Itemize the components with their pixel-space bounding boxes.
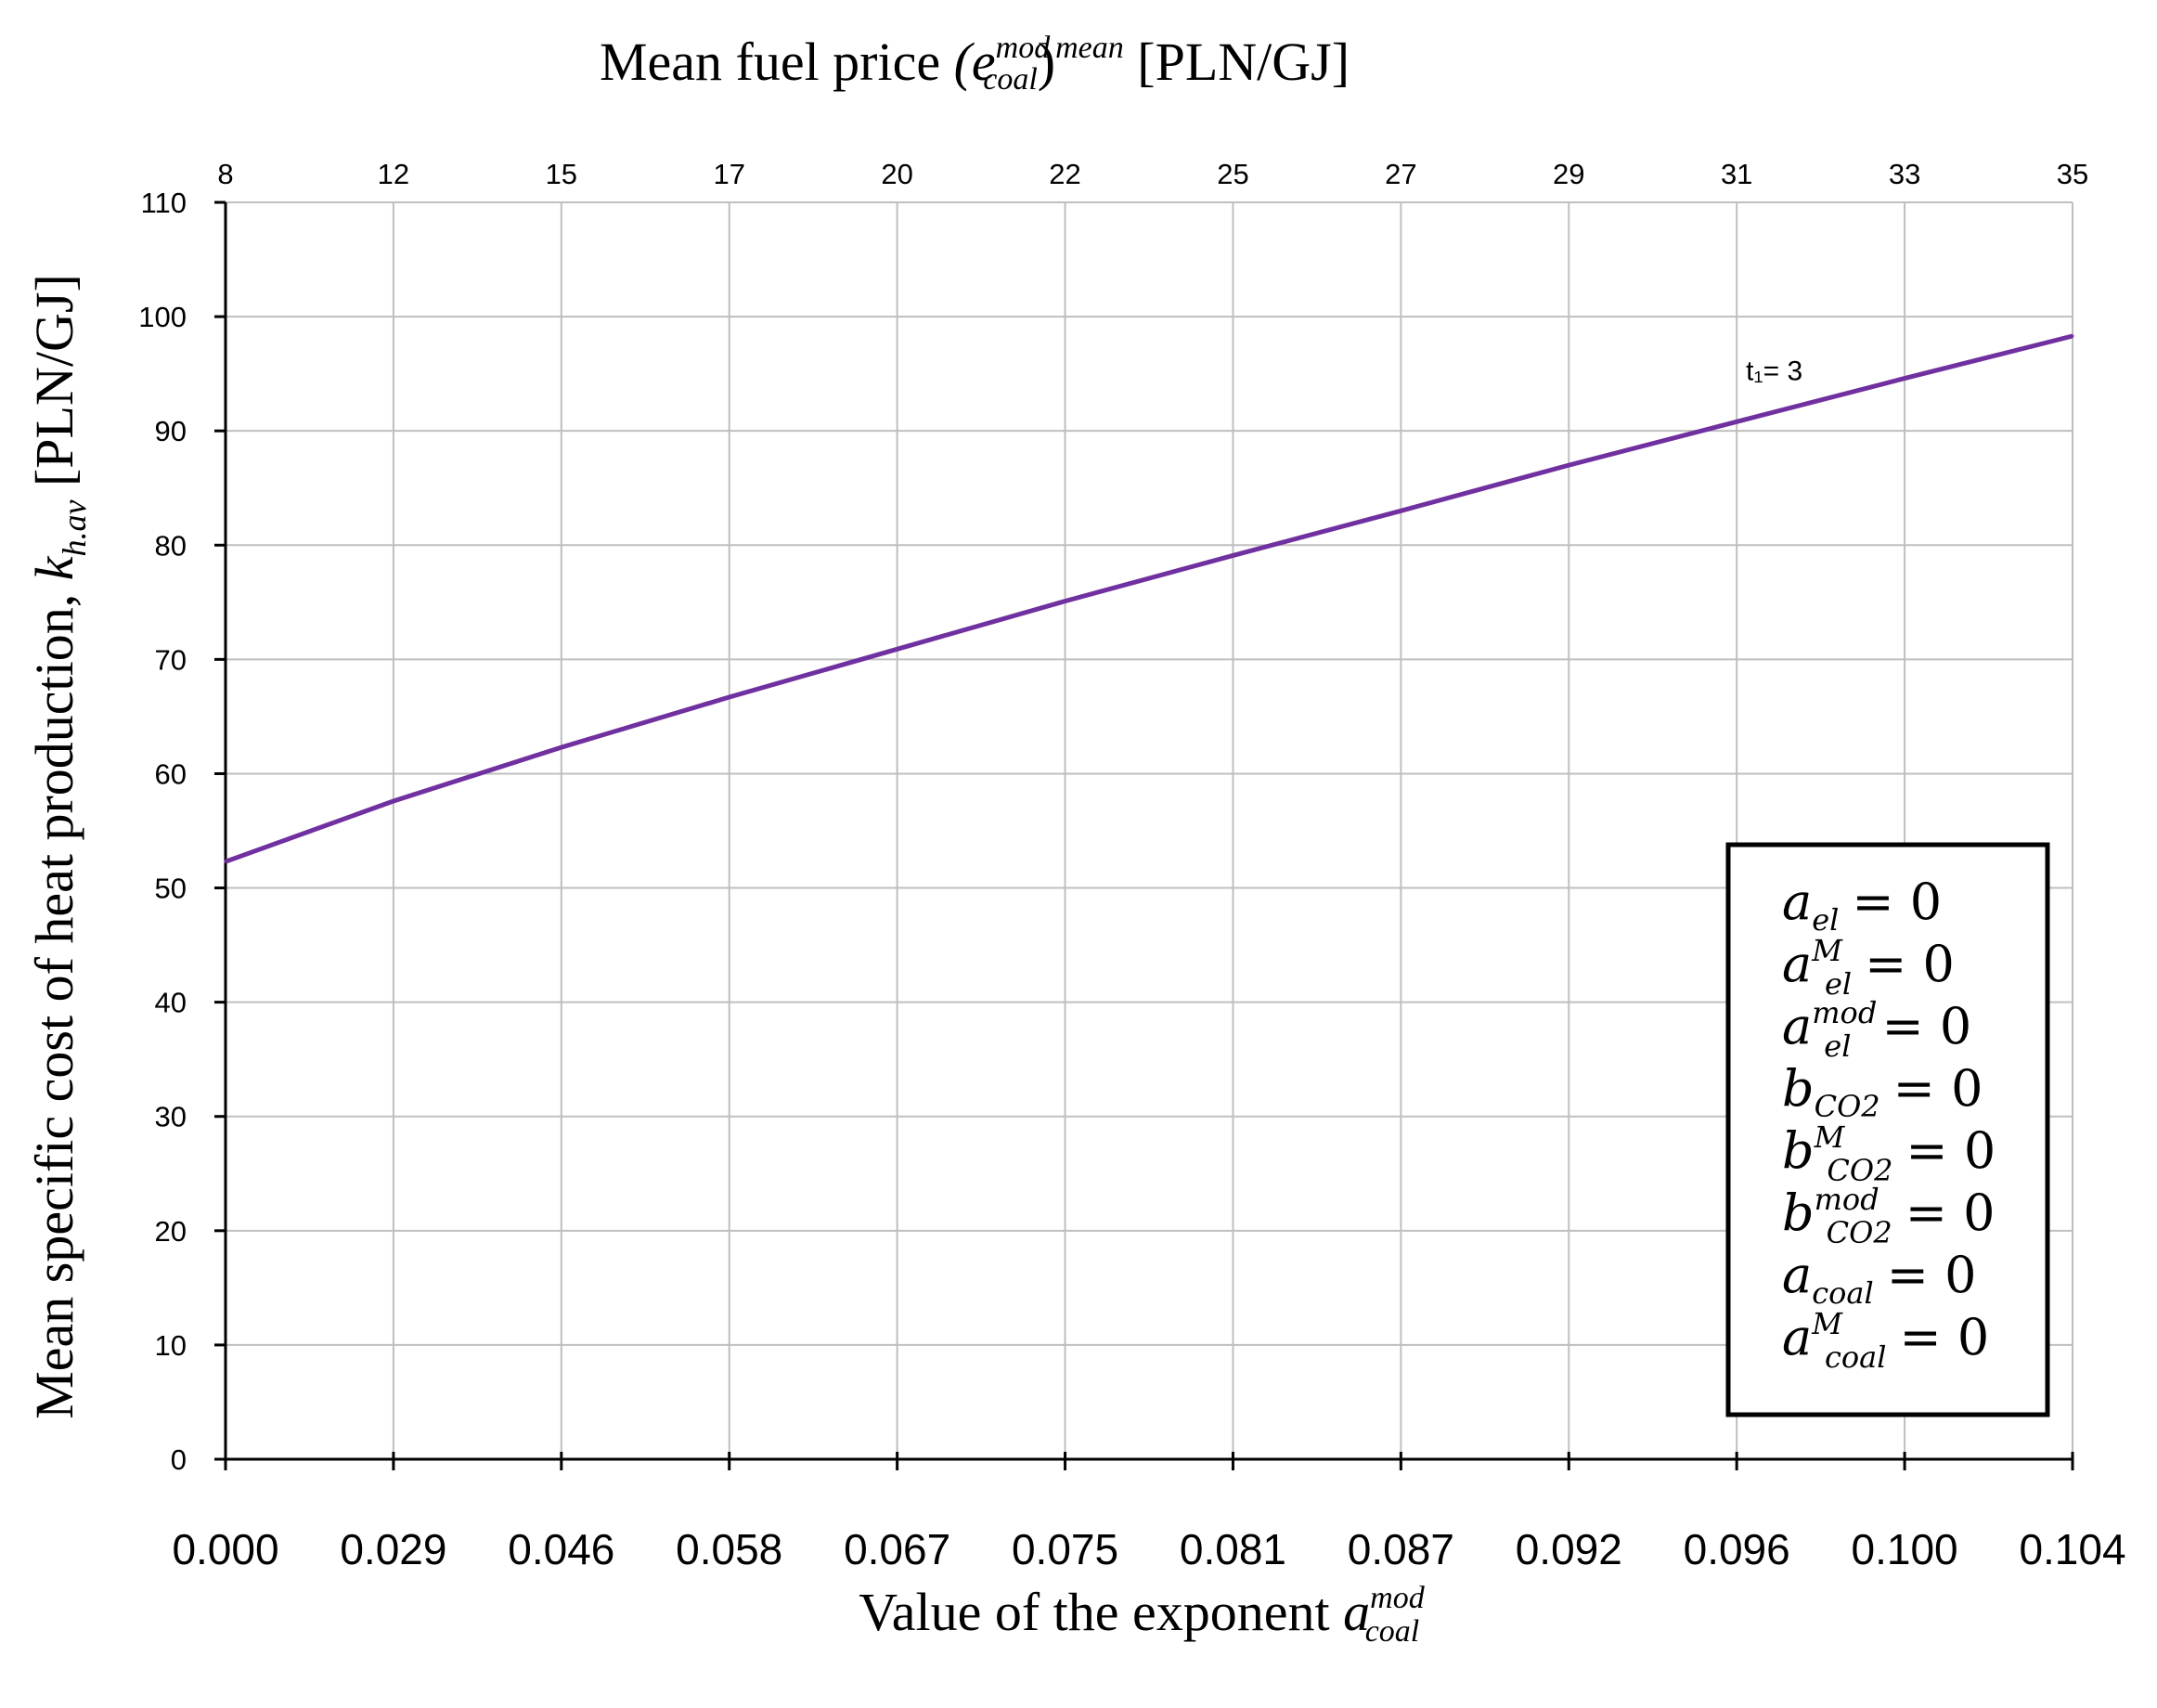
- top-tick-label: 29: [1553, 158, 1584, 190]
- top-tick-label: 22: [1049, 158, 1080, 190]
- x-tick-label: 0.096: [1684, 1525, 1790, 1573]
- y-tick-label: 50: [155, 873, 187, 905]
- legend-entry: amod el = 0: [1782, 995, 1971, 1064]
- data-point: [1399, 509, 1402, 512]
- series-group: t₁= 3: [224, 333, 2074, 864]
- top-tick-label: 20: [881, 158, 912, 190]
- series-line: [225, 333, 2073, 864]
- x-tick-labels: 0.000 0.029 0.046 0.058 0.067 0.075 0.081 0.087…: [172, 1525, 2125, 1573]
- top-tick-label: 25: [1217, 158, 1248, 190]
- x-tick-label: 0.104: [2019, 1525, 2125, 1573]
- legend-entry: ael = 0: [1782, 873, 1942, 938]
- top-tick-label: 33: [1889, 158, 1920, 190]
- series-label: t₁= 3: [1746, 356, 1802, 386]
- legend-entry: aM el = 0: [1782, 933, 1955, 1002]
- x-tick-label: 0.100: [1852, 1525, 1958, 1573]
- y-tick-label: 60: [155, 757, 187, 790]
- top-tick-label: 12: [378, 158, 409, 190]
- data-point: [1735, 420, 1738, 423]
- data-point: [1903, 377, 1906, 381]
- top-tick-label: 15: [546, 158, 577, 190]
- data-point: [224, 860, 227, 863]
- x-tick-label: 0.081: [1180, 1525, 1286, 1573]
- y-tick-label: 100: [138, 301, 187, 333]
- data-point: [1567, 463, 1570, 467]
- top-tick-label: 35: [2057, 158, 2088, 190]
- top-tick-label: 17: [713, 158, 744, 190]
- x-tick-label: 0.075: [1012, 1525, 1118, 1573]
- x-tick-label: 0.067: [844, 1525, 950, 1573]
- top-tick-label: 8: [217, 158, 233, 190]
- y-tick-labels: 0 10 20 30 40 50 60 70 80 90 100 110: [138, 187, 187, 1476]
- axes: [214, 201, 2074, 1470]
- y-tick-label: 80: [155, 529, 187, 562]
- x-tick-label: 0.000: [172, 1525, 278, 1573]
- legend-entry: aM coal = 0: [1782, 1306, 1989, 1375]
- x-tick-label: 0.087: [1348, 1525, 1454, 1573]
- legend-entry: acoal = 0: [1782, 1246, 1976, 1311]
- top-tick-label: 31: [1721, 158, 1752, 190]
- x-tick-label: 0.029: [340, 1525, 446, 1573]
- data-point: [560, 745, 563, 749]
- data-point: [728, 695, 731, 699]
- legend-entry: bM CO2 = 0: [1782, 1119, 1996, 1188]
- x-tick-label: 0.058: [676, 1525, 782, 1573]
- data-point: [1231, 553, 1234, 557]
- y-tick-label: 30: [155, 1101, 187, 1133]
- y-tick-label: 20: [155, 1215, 187, 1248]
- y-tick-label: 40: [155, 987, 187, 1019]
- y-tick-label: 10: [155, 1329, 187, 1362]
- x-axis-title: Value of the exponent amod coal: [859, 1581, 1425, 1649]
- y-tick-label: 110: [141, 187, 187, 219]
- y-tick-label: 70: [155, 643, 187, 676]
- top-axis-title: Mean fuel price (emod coal)mean [PLN/GJ]: [600, 31, 1350, 97]
- data-point: [896, 647, 899, 651]
- y-axis-title: Mean specific cost of heat production, k…: [24, 274, 93, 1419]
- x-tick-label: 0.092: [1516, 1525, 1622, 1573]
- data-point: [1064, 600, 1067, 603]
- y-tick-label: 90: [155, 415, 187, 447]
- top-tick-labels: 8 12 15 17 20 22 25 27 29 31 33 35: [217, 158, 2088, 190]
- legend-entry: bmod CO2 = 0: [1782, 1182, 1996, 1250]
- x-tick-label: 0.046: [508, 1525, 614, 1573]
- y-tick-label: 0: [171, 1443, 187, 1476]
- legend-entry: bCO2 = 0: [1782, 1059, 1983, 1124]
- data-point: [2071, 334, 2074, 338]
- data-point: [392, 799, 395, 803]
- legend-frame: [1725, 842, 2050, 1417]
- top-tick-label: 27: [1385, 158, 1416, 190]
